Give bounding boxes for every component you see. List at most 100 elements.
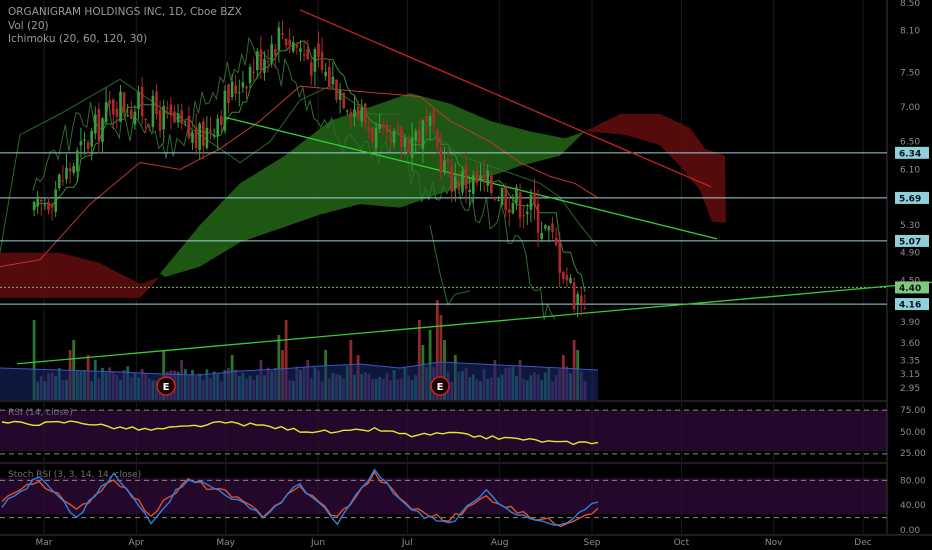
candle-body — [86, 142, 90, 149]
candle-body — [220, 116, 223, 126]
candle-body — [133, 111, 137, 125]
ichimoku-legend: Ichimoku (20, 60, 120, 30) — [8, 33, 148, 45]
pane-backgrounds — [0, 0, 932, 536]
candle-body — [115, 108, 119, 117]
candle-body — [281, 33, 284, 35]
candle-body — [349, 112, 353, 117]
candle-body — [425, 116, 428, 122]
candle-body — [126, 115, 129, 117]
candle-body — [518, 192, 522, 219]
candle-body — [418, 129, 421, 143]
candle-body — [464, 166, 468, 189]
candle-body — [148, 126, 151, 128]
candle-body — [475, 171, 479, 184]
candle-body — [76, 150, 79, 172]
candle-body — [410, 137, 414, 158]
price-tick-label: 6.10 — [900, 165, 920, 175]
bearish-cloud — [0, 252, 160, 298]
candle-body — [331, 76, 335, 85]
chart-title: ORGANIGRAM HOLDINGS INC, 1D, Cboe BZX — [8, 6, 242, 18]
candle-body — [288, 39, 291, 46]
candle-body — [58, 174, 61, 189]
candle-body — [130, 109, 133, 119]
candle-body — [101, 118, 104, 142]
candle-body — [569, 277, 572, 283]
trendline-channel — [225, 116, 718, 240]
candle-body — [295, 45, 299, 48]
candle-body — [223, 90, 227, 131]
candle-body — [364, 103, 367, 124]
price-tick-label: 8.10 — [900, 27, 920, 37]
candle-body — [194, 127, 198, 148]
candle-body — [306, 48, 309, 60]
price-tick-label: 6.50 — [900, 138, 920, 148]
candle-body — [493, 197, 497, 200]
candle-body — [558, 241, 561, 273]
price-tick-label: 3.15 — [900, 370, 920, 380]
candle-body — [162, 106, 165, 130]
candle-body — [212, 135, 216, 137]
chikou-line — [429, 224, 471, 307]
time-axis[interactable]: Mar Apr May Jun Jul Aug Sep Oct Nov Dec — [36, 538, 872, 548]
candle-body — [184, 121, 187, 123]
candle-body — [504, 187, 507, 210]
candle-body — [230, 81, 234, 97]
candle-body — [191, 133, 194, 143]
candle-body — [353, 109, 356, 118]
candle-body — [302, 54, 306, 55]
candle-body — [515, 187, 518, 204]
candle-body — [198, 123, 201, 151]
level-tag-text: 4.16 — [899, 301, 921, 311]
time-tick-label: Dec — [854, 538, 871, 548]
trendlines[interactable] — [17, 9, 932, 365]
earnings-marker-label: E — [163, 382, 170, 393]
candle-body — [274, 49, 277, 55]
trendline-resistance — [299, 9, 712, 188]
time-tick-label: Apr — [129, 538, 145, 548]
candle-body — [385, 124, 389, 133]
candle-body — [396, 129, 399, 131]
trendline-support — [17, 281, 932, 365]
candle-body — [500, 187, 504, 205]
candle-body — [202, 121, 205, 147]
candle-body — [90, 131, 93, 147]
level-tag-text: 4.40 — [899, 284, 921, 294]
volume-bar — [435, 300, 439, 400]
level-tag-text: 5.07 — [899, 237, 921, 247]
candle-body — [238, 92, 241, 94]
time-tick-label: Jul — [401, 538, 413, 548]
candle-body — [547, 226, 551, 231]
candle-body — [378, 124, 381, 129]
level-tag-4.40 — [895, 281, 929, 294]
level-tag-6.34 — [895, 146, 929, 159]
candle-body — [371, 127, 374, 143]
candle-body — [565, 274, 569, 281]
stoch_label: Stoch RSI (3, 3, 14, 14, close) — [8, 470, 141, 480]
candle-body — [450, 165, 453, 192]
candle-body — [328, 66, 331, 87]
volume-bar — [32, 320, 36, 400]
candle-body — [270, 43, 273, 63]
tenkan-line — [33, 40, 586, 293]
candle-body — [374, 127, 378, 149]
candle-body — [320, 52, 324, 70]
candle-body — [536, 203, 540, 233]
horizontal-levels[interactable] — [0, 152, 887, 305]
candle-body — [443, 160, 446, 172]
candle-body — [389, 138, 392, 140]
candle-body — [83, 139, 86, 141]
time-tick-label: Nov — [765, 538, 783, 548]
price-axis[interactable]: 75.00 50.00 25.00 80.00 40.00 0.00 8.50 8.10 7.5… — [900, 0, 926, 536]
candle-body — [155, 91, 158, 115]
candle-body — [180, 110, 183, 124]
candle-body — [551, 223, 554, 232]
candle-body — [173, 111, 176, 123]
candle-body — [43, 204, 47, 206]
candle-body — [338, 90, 342, 100]
candle-body — [263, 59, 266, 73]
volume-ma-line — [0, 361, 599, 376]
time-tick-label: Jun — [310, 538, 325, 548]
candle-body — [119, 91, 122, 122]
